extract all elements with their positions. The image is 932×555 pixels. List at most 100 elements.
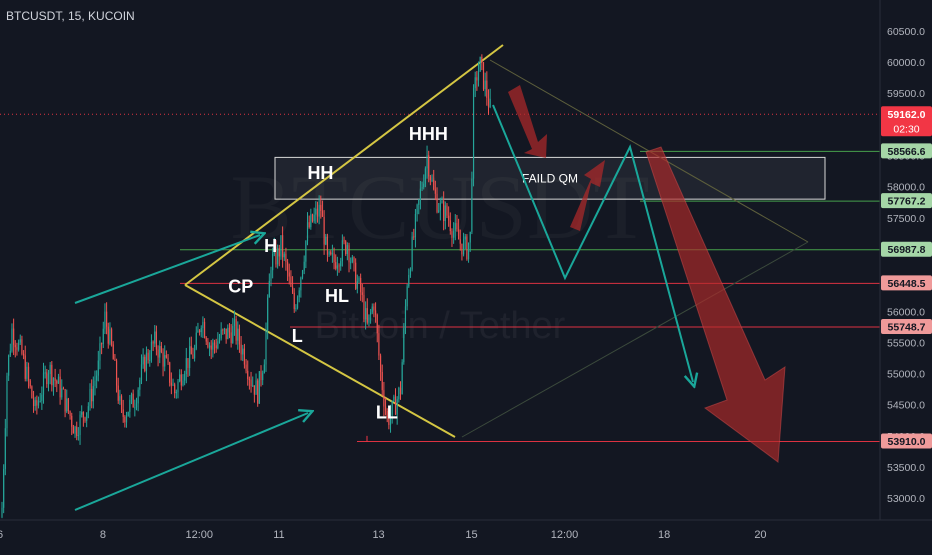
candle-body — [426, 155, 428, 169]
candle-body — [366, 308, 368, 323]
candle-body — [459, 239, 461, 244]
candle-body — [394, 396, 397, 415]
candle-body — [384, 406, 387, 411]
candle-body — [112, 344, 114, 360]
candle-body — [52, 378, 55, 386]
candle-body — [170, 382, 172, 386]
candle-body — [351, 257, 353, 262]
candle-body — [4, 428, 6, 469]
candle-body — [72, 426, 74, 434]
candle-body — [388, 417, 390, 425]
trend-arrow-lower — [74, 413, 308, 511]
candle-body — [448, 215, 450, 221]
price-badge-label: 57767.2 — [888, 196, 926, 208]
time-axis[interactable]: 6 8 12:00 11 13 15 12:00 18 20 — [0, 519, 932, 550]
candle-body — [381, 372, 383, 391]
faild-qm-label: FAILD QM — [522, 171, 578, 185]
candle-body — [331, 253, 333, 255]
candle-body — [228, 327, 231, 333]
price-badges: 59162.0 02:30 58566.6 57767.2 56987.8 56448.5… — [881, 106, 932, 449]
red-arrow-down-large — [645, 146, 786, 463]
time-tick-label: 20 — [754, 529, 766, 541]
candle-body — [253, 385, 255, 395]
candle-body — [190, 346, 192, 355]
candle-body — [227, 327, 229, 339]
candle-body — [19, 339, 21, 343]
candle-body — [396, 399, 398, 415]
candle-body — [482, 62, 485, 90]
faild-qm-zone — [274, 156, 826, 200]
candle-body — [268, 280, 270, 298]
candle-body — [393, 396, 395, 401]
candle-body — [255, 380, 257, 395]
candle-body — [428, 155, 430, 177]
candle-body — [66, 398, 68, 412]
price-tick-label: 60000.0 — [887, 57, 925, 69]
candle-body — [429, 176, 431, 181]
candle-body — [125, 416, 128, 423]
candle-body — [411, 236, 413, 270]
candle-body — [270, 270, 272, 281]
price-badge — [881, 106, 932, 137]
candle-body — [414, 214, 417, 238]
candle-body — [16, 347, 18, 350]
candle-body — [451, 231, 453, 238]
candle-body — [135, 403, 138, 408]
candle-body — [47, 374, 50, 385]
candle-body — [62, 388, 65, 390]
candle-body — [129, 399, 131, 412]
candle-body — [378, 333, 380, 356]
candle-body — [421, 187, 423, 189]
symbol-title[interactable]: BTCUSDT, 15, KUCOIN — [6, 9, 135, 23]
candle-body — [306, 222, 309, 241]
candle-body — [272, 253, 274, 271]
candle-body — [230, 332, 232, 343]
candle-body — [360, 277, 362, 293]
candle-body — [117, 385, 119, 401]
candle-body — [245, 364, 247, 371]
candle-body — [142, 356, 144, 365]
candle-body — [419, 188, 421, 200]
candle-body — [240, 344, 242, 355]
candle-body — [399, 387, 402, 395]
candle-body — [311, 214, 314, 222]
candle-body — [67, 398, 69, 412]
candle-body — [348, 245, 350, 263]
candle-body — [134, 407, 136, 409]
candle-body — [207, 341, 209, 348]
price-badge-label: 58566.6 — [888, 146, 926, 158]
candle-body — [154, 331, 156, 344]
candle-body — [152, 341, 154, 344]
candle-body — [398, 387, 400, 400]
candle-body — [335, 262, 337, 269]
price-tick-label: 55500.0 — [887, 337, 925, 349]
candle-body — [336, 265, 338, 269]
time-tick-label: 11 — [273, 529, 284, 541]
candle-body — [119, 396, 121, 401]
candle-body — [463, 239, 465, 255]
candle-body — [389, 414, 392, 425]
candle-body — [383, 390, 385, 407]
candle-body — [150, 341, 153, 360]
candle-body — [371, 306, 373, 313]
candle-body — [379, 355, 382, 373]
candle-body — [74, 426, 76, 434]
candle-body — [285, 253, 287, 263]
candle-body — [215, 345, 217, 349]
candle-body — [79, 414, 81, 436]
price-tick-label: 60500.0 — [887, 26, 925, 38]
candle-body — [404, 306, 407, 329]
candle-body — [64, 389, 66, 412]
candle-body — [147, 352, 149, 361]
candle-body — [164, 355, 166, 367]
candle-body — [61, 388, 63, 398]
candle-body — [318, 204, 320, 217]
candle-body — [295, 307, 297, 309]
candle-body — [155, 331, 157, 350]
candle-body — [476, 77, 478, 81]
candle-body — [235, 318, 237, 341]
candle-body — [365, 308, 367, 320]
